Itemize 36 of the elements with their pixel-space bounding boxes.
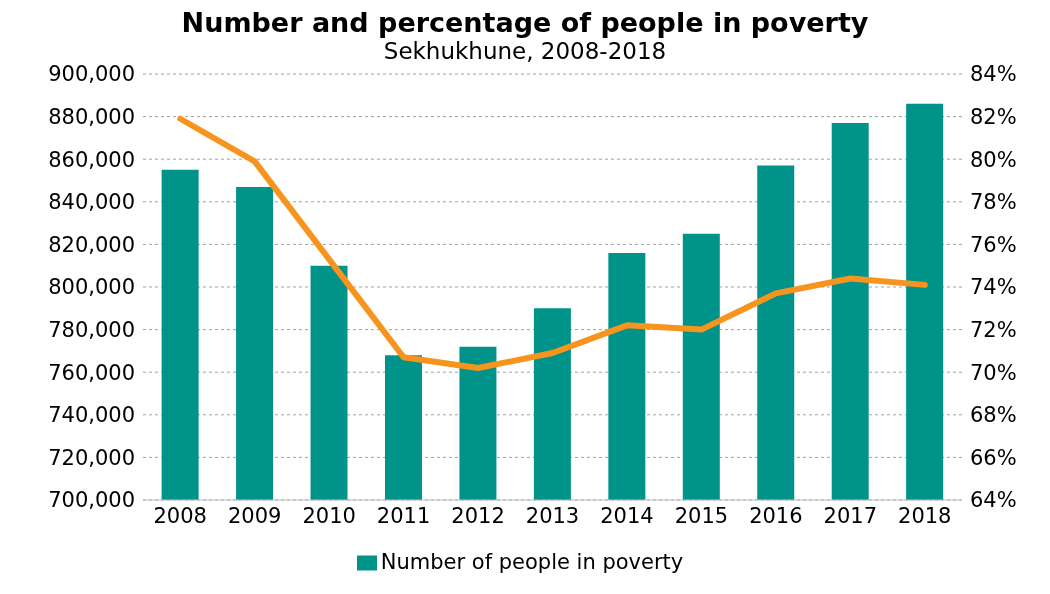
y-tick-label: 800,000 [48,275,135,300]
x-tick-label: 2018 [898,503,952,528]
x-tick-label: 2015 [674,503,729,528]
y-tick-label: 900,000 [48,62,135,87]
y-tick-label: 760,000 [48,360,135,385]
y2-tick-label: 68% [970,403,1017,428]
y2-tick-label: 64% [970,488,1017,513]
y2-tick-label: 82% [970,105,1017,130]
x-tick-label: 2017 [823,503,878,528]
legend-label: Number of people in poverty [380,550,684,574]
x-tick-label: 2013 [525,503,580,528]
y2-tick-label: 72% [970,318,1017,343]
x-tick-label: 2009 [227,503,282,528]
y2-tick-label: 70% [970,360,1017,385]
x-tick-label: 2014 [600,503,654,528]
y-tick-label: 820,000 [48,232,135,257]
y-tick-label: 840,000 [48,190,135,215]
y-tick-label: 860,000 [48,147,135,172]
y-tick-label: 780,000 [48,318,135,343]
x-tick-label: 2010 [302,503,356,528]
y2-tick-label: 80% [970,147,1017,172]
x-tick-label: 2012 [451,503,505,528]
y2-tick-label: 74% [970,275,1017,300]
chart-title: Number and percentage of people in poverty [180,7,870,38]
x-tick-label: 2011 [376,503,431,528]
x-tick-label: 2016 [749,503,803,528]
x-tick-label: 2008 [153,503,207,528]
y2-tick-label: 78% [970,190,1017,215]
y-tick-label: 740,000 [48,403,135,428]
y-tick-label: 720,000 [48,445,135,470]
y2-tick-label: 76% [970,232,1017,257]
chart-subtitle: Sekhukhune, 2008-2018 [382,38,668,64]
y2-tick-label: 66% [970,445,1017,470]
y-tick-label: 700,000 [48,488,135,513]
y2-tick-label: 84% [970,62,1017,87]
y-tick-label: 880,000 [48,105,135,130]
